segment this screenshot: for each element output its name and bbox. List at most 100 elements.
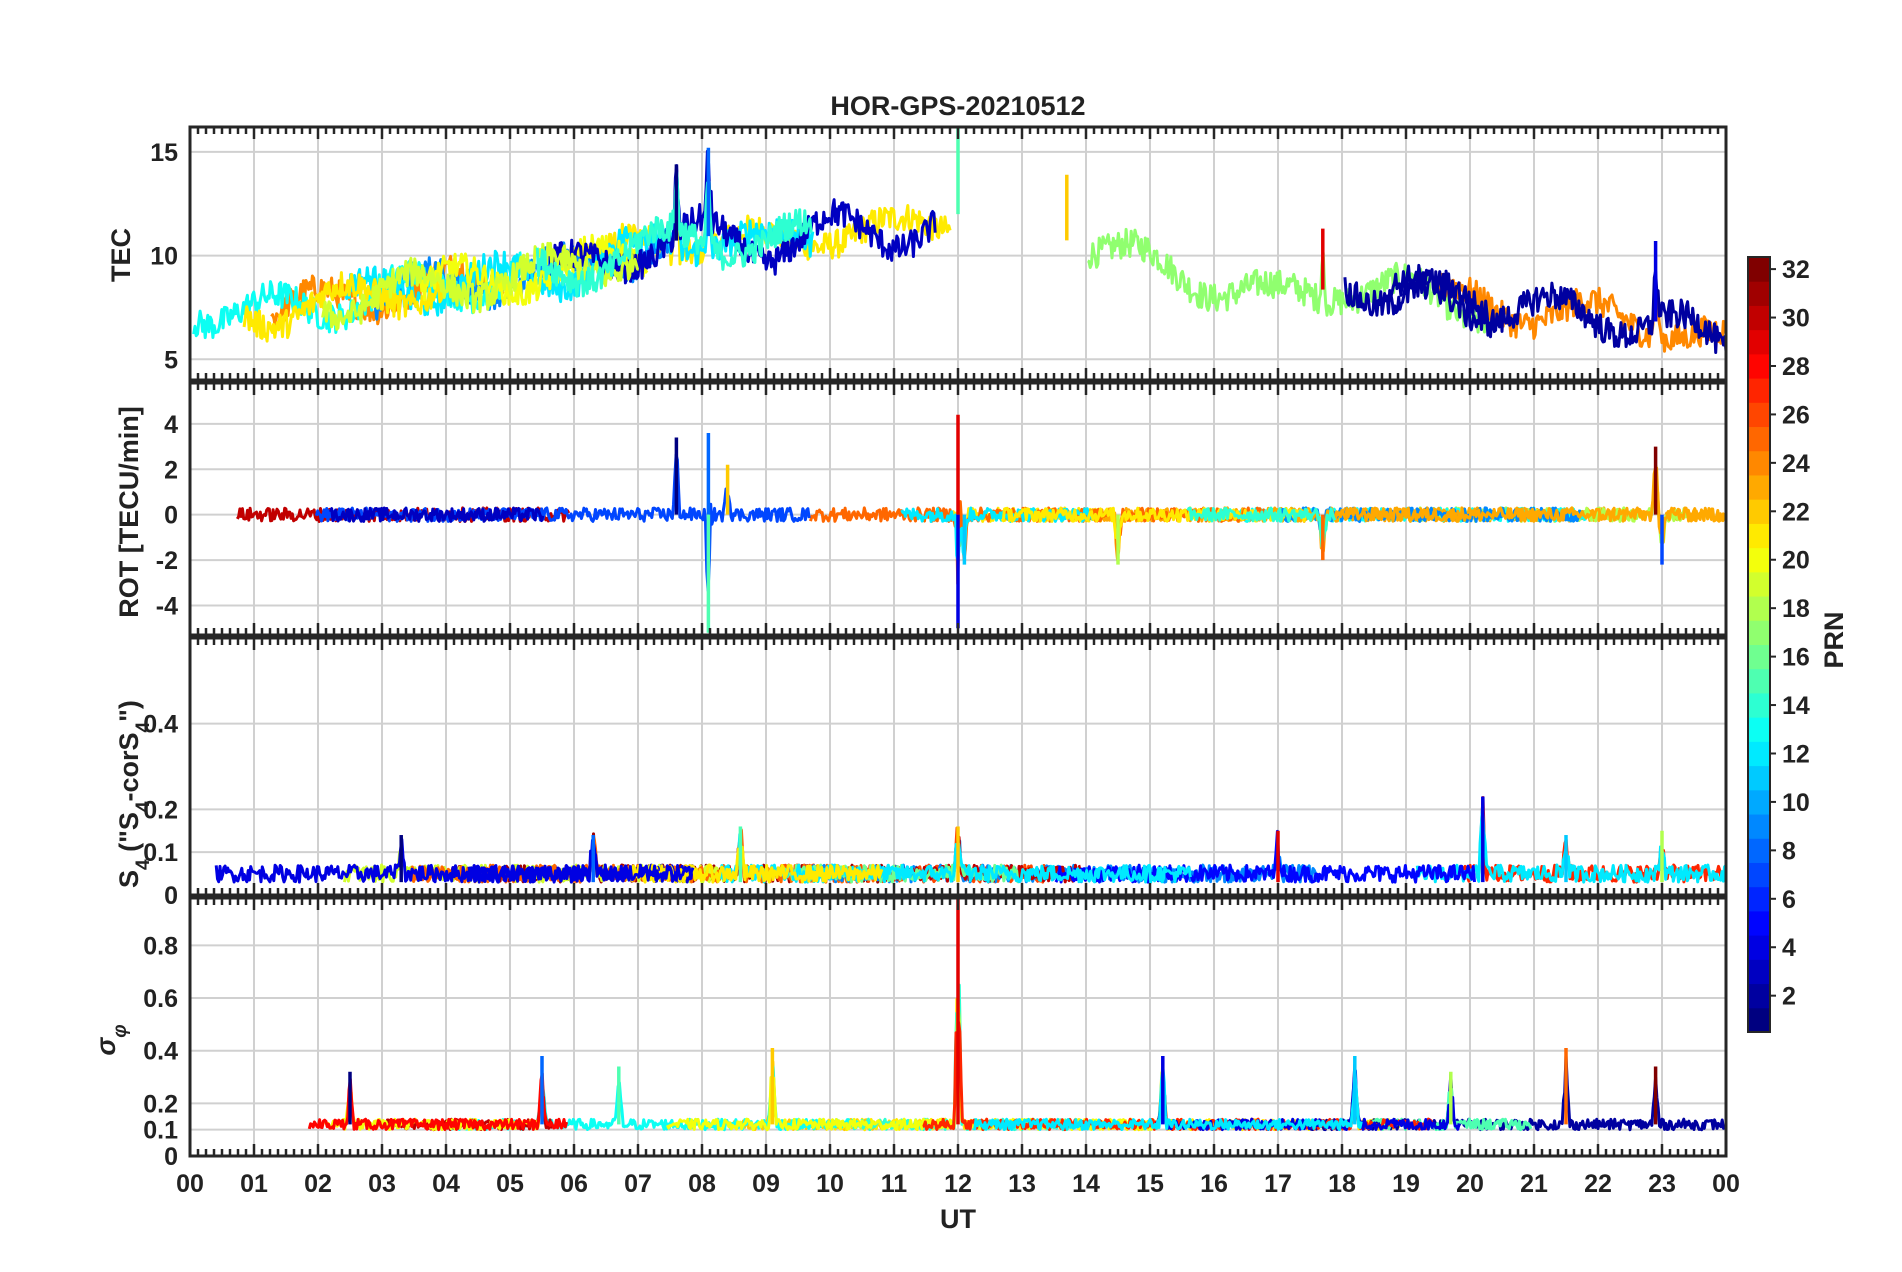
colorbar-tick-label: 16 <box>1782 644 1810 672</box>
chart-title: HOR-GPS-20210512 <box>830 91 1085 121</box>
x-tick-label: 00 <box>1712 1170 1740 1198</box>
x-tick-label: 18 <box>1328 1170 1356 1198</box>
x-tick-label: 23 <box>1648 1170 1676 1198</box>
prn-trace <box>242 271 444 343</box>
colorbar-label: PRN <box>1819 611 1849 668</box>
colorbar-box <box>1747 256 1771 1033</box>
colorbar-tick-label: 32 <box>1782 256 1810 284</box>
s4-frame <box>188 636 1728 897</box>
x-tick-label: 15 <box>1136 1170 1164 1198</box>
prn-trace <box>467 843 695 884</box>
sigma-phi-y-ticks: 00.10.2 0.4 0.6 0.8 <box>143 932 178 1171</box>
y-tick-label: 0 <box>164 502 178 530</box>
y-tick-label: 4 <box>164 411 178 439</box>
colorbar-tick-label: 22 <box>1782 498 1810 526</box>
rot-series <box>236 414 1726 633</box>
colorbar-cell <box>1748 329 1770 355</box>
colorbar-cell <box>1748 620 1770 645</box>
y-tick-label: 0.4 <box>143 711 178 739</box>
colorbar-tick-label: 24 <box>1782 450 1810 478</box>
colorbar-cell <box>1748 789 1770 815</box>
sigma-phi-frame <box>188 896 1728 1158</box>
colorbar-tick-label: 6 <box>1782 886 1796 914</box>
x-tick-label: 06 <box>560 1170 588 1198</box>
colorbar-tick-label: 8 <box>1782 837 1796 865</box>
y-tick-label: 2 <box>164 456 178 484</box>
colorbar-tick-label: 30 <box>1782 305 1810 333</box>
colorbar-tick-label: 14 <box>1782 692 1810 720</box>
x-tick-label: 08 <box>688 1170 716 1198</box>
prn-trace <box>1186 506 1337 548</box>
colorbar-tick-label: 18 <box>1782 595 1810 623</box>
colorbar-cell <box>1748 886 1770 912</box>
x-tick-label: 13 <box>1008 1170 1036 1198</box>
colorbar-cell <box>1748 983 1770 1009</box>
y-tick-label: -2 <box>156 547 178 575</box>
prn-trace <box>535 170 813 298</box>
tec-frame <box>188 125 1728 382</box>
y-tick-label: 0.8 <box>143 932 178 960</box>
x-tick-label: 12 <box>944 1170 972 1198</box>
colorbar-cell <box>1748 547 1770 573</box>
colorbar-cell <box>1748 402 1770 428</box>
tec-panel: 5 10 15 TEC <box>106 125 1728 382</box>
x-tick-label: 10 <box>816 1170 844 1198</box>
colorbar-cell <box>1748 281 1770 306</box>
prn-trace <box>718 832 1192 884</box>
colorbar-cell <box>1748 910 1770 936</box>
y-tick-label: 0 <box>164 1143 178 1171</box>
x-tick-label: 14 <box>1072 1170 1100 1198</box>
colorbar-cell <box>1748 765 1770 791</box>
prn-trace <box>419 233 649 306</box>
colorbar-cell <box>1748 959 1770 985</box>
colorbar-cell <box>1748 378 1770 403</box>
y-tick-label: 0.4 <box>143 1038 178 1066</box>
y-tick-label: 5 <box>164 346 178 374</box>
colorbar-cell <box>1748 474 1770 500</box>
colorbar-cell <box>1748 596 1770 621</box>
colorbar-cell <box>1748 523 1770 549</box>
y-tick-label: 0.6 <box>143 985 178 1013</box>
colorbar-cell <box>1748 571 1770 597</box>
colorbar-tick-label: 28 <box>1782 353 1810 381</box>
x-tick-label: 19 <box>1392 1170 1420 1198</box>
prn-trace <box>329 506 545 523</box>
colorbar-cell <box>1748 668 1770 694</box>
colorbar-cell <box>1748 814 1770 839</box>
colorbar-cell <box>1748 450 1770 476</box>
colorbar-tick-label: 10 <box>1782 789 1810 817</box>
tec-series <box>192 127 1726 354</box>
x-tick-label: 00 <box>176 1170 204 1198</box>
prn-trace <box>307 1072 569 1132</box>
rot-y-label: ROT [TECU/min] <box>114 406 144 617</box>
colorbar-cell <box>1748 257 1770 282</box>
colorbar-tick-label: 12 <box>1782 740 1810 768</box>
x-tick-label: 04 <box>432 1170 460 1198</box>
s4-panel: 0 0.1 0.2 0.4 S4 ("S4-corS4") <box>114 636 1728 910</box>
s4-y-label: S4 ("S4-corS4") <box>114 700 154 888</box>
s4-series <box>214 796 1726 884</box>
prn-trace <box>1285 466 1726 550</box>
x-tick-label: 02 <box>304 1170 332 1198</box>
colorbar-cell <box>1748 935 1770 960</box>
colorbar-cell <box>1748 305 1770 331</box>
x-tick-label: 05 <box>496 1170 524 1198</box>
colorbar-cell <box>1748 499 1770 524</box>
colorbar-cell <box>1748 838 1770 863</box>
colorbar-cell <box>1748 426 1770 452</box>
colorbar-tick-label: 4 <box>1782 934 1796 962</box>
x-tick-label: 11 <box>881 1170 908 1198</box>
y-tick-label: 15 <box>150 139 178 167</box>
prn-trace <box>973 1065 1363 1131</box>
sigma-phi-y-label: σφ <box>91 1024 131 1055</box>
rot-panel: -4 -2 0 2 4 ROT [TECU/min] <box>114 381 1728 637</box>
rot-frame <box>188 381 1728 637</box>
colorbar-tick-label: 20 <box>1782 547 1810 575</box>
colorbar-tick-label: 26 <box>1782 401 1810 429</box>
tec-y-label: TEC <box>106 228 136 282</box>
x-tick-label: 16 <box>1200 1170 1228 1198</box>
x-axis-label: UT <box>940 1204 976 1234</box>
colorbar-cell <box>1748 741 1770 767</box>
x-tick-label: 22 <box>1584 1170 1612 1198</box>
